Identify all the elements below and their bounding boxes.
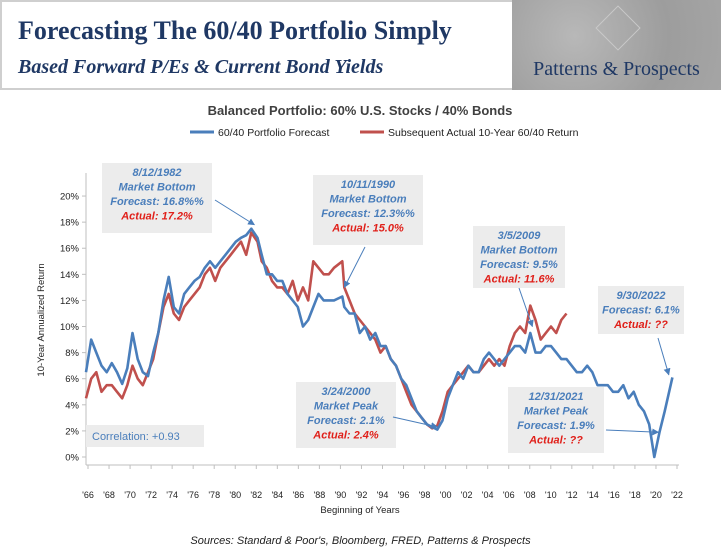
x-tick-label: '74 xyxy=(166,490,178,500)
annotation-text: 12/31/2021 xyxy=(528,391,583,403)
x-tick-label: '20 xyxy=(650,490,662,500)
page-title: Forecasting The 60/40 Portfolio Simply xyxy=(18,16,452,45)
annotation-text: 10/11/1990 xyxy=(341,179,396,191)
x-tick-label: '68 xyxy=(103,490,115,500)
annotation-arrow xyxy=(343,246,366,289)
annotation-actual: Actual: 15.0% xyxy=(331,223,404,235)
header-band: Forecasting The 60/40 Portfolio Simply B… xyxy=(0,0,721,92)
annotation-text: 3/24/2000 xyxy=(322,386,372,398)
annotation-text: Forecast: 16.8%% xyxy=(110,196,204,208)
annotation-box xyxy=(598,286,684,334)
annotation-actual: Actual: 11.6% xyxy=(483,274,555,286)
x-tick-label: '86 xyxy=(292,490,304,500)
series-line-2 xyxy=(84,231,568,430)
y-tick-label: 6% xyxy=(65,374,79,385)
y-tick-label: 16% xyxy=(60,244,80,255)
x-tick-label: '94 xyxy=(377,490,389,500)
legend-label-1: 60/40 Portfolio Forecast xyxy=(218,127,330,139)
x-tick-label: '00 xyxy=(440,490,452,500)
x-axis-title: Beginning of Years xyxy=(320,505,399,516)
x-tick-label: '02 xyxy=(461,490,473,500)
y-tick-label: 4% xyxy=(65,400,79,411)
annotation-box xyxy=(102,163,212,233)
annotation-text: Correlation: +0.93 xyxy=(92,431,180,443)
x-tick-label: '04 xyxy=(482,490,494,500)
annotation-text: 8/12/1982 xyxy=(133,167,182,179)
annotation-text: Market Bottom xyxy=(329,194,406,206)
brand-logo: Patterns & Prospects xyxy=(512,0,721,90)
x-tick-label: '88 xyxy=(314,490,326,500)
annotation-arrow xyxy=(605,428,660,436)
brand-logo-text: Patterns & Prospects xyxy=(533,58,700,80)
x-tick-label: '14 xyxy=(587,490,599,500)
x-tick-label: '18 xyxy=(629,490,641,500)
x-tick-label: '76 xyxy=(187,490,199,500)
annotation-actual: Actual: 2.4% xyxy=(312,430,379,442)
x-tick-label: '08 xyxy=(524,490,536,500)
y-tick-label: 10% xyxy=(60,322,80,333)
x-tick-label: '82 xyxy=(250,490,262,500)
annotation-text: Forecast: 2.1% xyxy=(307,415,385,427)
x-tick-label: '12 xyxy=(566,490,578,500)
x-tick-label: '78 xyxy=(208,490,220,500)
annotation-text: Market Bottom xyxy=(480,245,557,257)
annotation-box xyxy=(473,226,565,288)
annotation-text: Forecast: 12.3%% xyxy=(321,208,415,220)
y-tick-label: 18% xyxy=(60,218,80,229)
x-tick-label: '96 xyxy=(398,490,410,500)
page-subtitle: Based Forward P/Es & Current Bond Yields xyxy=(18,56,384,78)
annotation-text: Market Peak xyxy=(524,406,589,418)
x-tick-label: '98 xyxy=(419,490,431,500)
diamond-icon xyxy=(595,5,641,51)
x-tick-label: '66 xyxy=(82,490,94,500)
x-tick-label: '70 xyxy=(124,490,136,500)
annotation-actual: Actual: ?? xyxy=(613,319,668,331)
annotation-actual: Actual: ?? xyxy=(528,435,583,447)
annotation-box xyxy=(313,175,423,245)
annotation-text: Forecast: 9.5% xyxy=(480,259,558,271)
annotation-text: Forecast: 1.9% xyxy=(517,420,595,432)
x-tick-label: '92 xyxy=(356,490,368,500)
annotation-actual: Actual: 17.2% xyxy=(120,211,193,223)
annotation-box xyxy=(508,387,604,453)
x-tick-label: '10 xyxy=(545,490,557,500)
annotation-text: Market Peak xyxy=(314,401,379,413)
legend-label-2: Subsequent Actual 10-Year 60/40 Return xyxy=(388,127,579,139)
annotation-arrow xyxy=(392,416,439,430)
annotation-box xyxy=(86,425,204,447)
x-tick-label: '22 xyxy=(671,490,683,500)
x-tick-label: '06 xyxy=(503,490,515,500)
x-tick-label: '80 xyxy=(229,490,241,500)
y-tick-label: 20% xyxy=(60,192,80,203)
annotation-text: 3/5/2009 xyxy=(498,230,542,242)
annotation-arrow xyxy=(214,199,256,226)
annotation-text: Market Bottom xyxy=(118,182,195,194)
chart-title: Balanced Portfolio: 60% U.S. Stocks / 40… xyxy=(208,103,513,118)
x-tick-label: '84 xyxy=(271,490,283,500)
y-tick-label: 8% xyxy=(65,348,79,359)
x-tick-label: '90 xyxy=(335,490,347,500)
y-tick-label: 12% xyxy=(60,296,80,307)
annotation-text: Forecast: 6.1% xyxy=(602,305,680,317)
y-axis-title: 10-Year Annualized Return xyxy=(36,263,47,376)
x-tick-label: '16 xyxy=(608,490,620,500)
series-line-1 xyxy=(84,227,674,459)
annotation-text: 9/30/2022 xyxy=(617,290,666,302)
annotation-arrow xyxy=(518,287,534,328)
annotation-box xyxy=(296,382,396,448)
y-tick-label: 14% xyxy=(60,270,80,281)
x-tick-label: '72 xyxy=(145,490,157,500)
header-frame xyxy=(0,0,512,90)
y-tick-label: 0% xyxy=(65,453,79,464)
y-tick-label: 2% xyxy=(65,426,79,437)
balanced-portfolio-chart: Balanced Portfolio: 60% U.S. Stocks / 40… xyxy=(36,103,684,516)
sources-note: Sources: Standard & Poor's, Bloomberg, F… xyxy=(190,535,531,547)
annotation-arrow xyxy=(657,337,671,376)
